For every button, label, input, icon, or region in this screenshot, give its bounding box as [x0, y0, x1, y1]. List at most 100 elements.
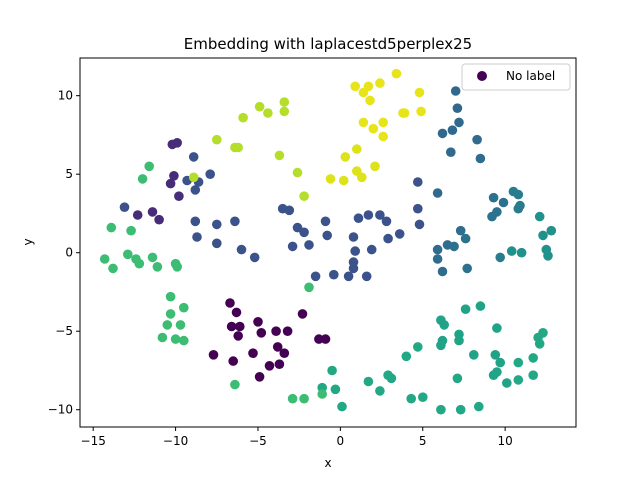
data-point	[233, 142, 243, 153]
data-point	[391, 68, 402, 79]
data-point	[378, 117, 389, 128]
data-point	[320, 334, 331, 344]
data-point	[254, 372, 265, 382]
data-point	[108, 263, 118, 274]
data-point	[513, 203, 524, 214]
data-point	[271, 326, 281, 337]
data-point	[378, 131, 389, 142]
data-point	[253, 317, 263, 327]
data-point	[350, 81, 361, 92]
y-tick-label: 0	[65, 246, 73, 260]
data-point	[490, 350, 501, 360]
data-point	[361, 271, 372, 282]
data-point	[528, 370, 538, 381]
x-axis-ticks: −15 −10 −5 0 5 10	[81, 427, 513, 448]
data-point	[205, 169, 215, 179]
data-point	[454, 335, 464, 346]
data-point	[472, 134, 482, 145]
data-point	[225, 298, 235, 308]
data-point	[238, 112, 248, 123]
data-point	[506, 246, 517, 256]
data-point	[337, 401, 347, 412]
data-point	[488, 370, 499, 381]
data-point	[546, 225, 557, 236]
data-point	[414, 219, 425, 230]
data-point	[462, 263, 473, 274]
data-point	[455, 225, 466, 236]
data-point	[147, 207, 158, 217]
data-point	[358, 87, 369, 98]
data-point	[358, 117, 369, 128]
y-tick-label: −10	[48, 403, 73, 417]
data-point	[454, 117, 464, 128]
data-point	[106, 222, 117, 233]
data-point	[413, 342, 423, 352]
y-axis-label: y	[21, 238, 35, 245]
data-point	[279, 348, 290, 359]
data-point	[357, 172, 367, 183]
data-point	[350, 246, 361, 256]
data-point	[304, 282, 314, 293]
data-point	[174, 191, 184, 201]
data-point	[502, 378, 512, 388]
data-point	[538, 230, 548, 241]
data-point	[274, 359, 285, 370]
data-point	[99, 254, 110, 264]
data-point	[513, 375, 524, 385]
x-tick-label: −10	[163, 434, 188, 448]
data-point	[436, 340, 446, 351]
data-point	[317, 389, 328, 399]
data-point	[254, 101, 265, 112]
data-point	[132, 210, 143, 220]
data-point	[475, 153, 486, 164]
data-point	[383, 233, 393, 244]
data-point	[330, 384, 341, 395]
data-point	[513, 189, 524, 200]
data-point	[212, 219, 222, 230]
data-point	[447, 125, 458, 135]
data-point	[436, 404, 446, 415]
data-point	[534, 339, 545, 349]
data-point	[365, 95, 375, 106]
data-point	[432, 254, 443, 264]
data-point	[297, 309, 308, 319]
data-point	[498, 197, 509, 208]
data-point	[437, 128, 448, 139]
data-point	[538, 328, 548, 338]
data-point	[284, 205, 295, 216]
data-point	[190, 185, 201, 195]
data-point	[279, 106, 290, 117]
data-point	[282, 326, 293, 337]
data-point	[248, 348, 258, 359]
data-point	[432, 244, 443, 255]
data-point	[126, 225, 136, 236]
data-point	[394, 229, 405, 239]
data-point	[274, 150, 285, 161]
data-point	[263, 108, 273, 118]
x-tick-label: 5	[419, 434, 427, 448]
data-point	[366, 244, 377, 255]
data-point	[287, 393, 298, 404]
data-point	[157, 332, 168, 343]
y-tick-label: 10	[58, 89, 73, 103]
data-point	[401, 351, 412, 362]
data-point	[492, 323, 502, 333]
y-axis-ticks: −10 −5 0 5 10	[48, 89, 80, 417]
data-point	[416, 106, 426, 117]
data-point	[325, 174, 336, 184]
data-point	[188, 172, 199, 183]
data-point	[299, 227, 309, 238]
data-point	[439, 320, 450, 330]
data-point	[352, 144, 362, 154]
data-point	[144, 161, 154, 172]
data-point	[233, 331, 243, 341]
data-point	[452, 373, 463, 384]
data-point	[236, 244, 247, 255]
data-point	[474, 401, 484, 412]
legend: No label	[461, 63, 571, 91]
data-point	[475, 301, 486, 311]
data-point	[469, 350, 479, 360]
data-point	[460, 233, 471, 244]
data-point	[304, 240, 314, 250]
